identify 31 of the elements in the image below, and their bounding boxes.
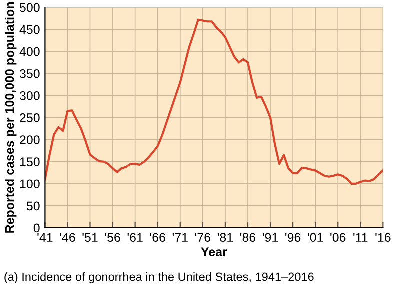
y-tick-label: 300 <box>20 92 40 100</box>
y-tick-label: 150 <box>20 158 40 166</box>
x-tick-label: '56 <box>105 233 120 242</box>
x-tick-label: '91 <box>263 233 278 242</box>
x-tick-label: '06 <box>330 233 346 242</box>
text: (a) Incidence of gonorrhea in the United States, 1941–2016 <box>4 272 314 284</box>
x-tick-label: '46 <box>60 233 76 242</box>
x-tick-label: '41 <box>38 233 53 242</box>
x-tick-label: '01 <box>308 233 324 242</box>
x-axis-title: Year <box>201 248 228 256</box>
y-tick-label: 350 <box>20 69 40 78</box>
y-tick-label: 0 <box>34 224 40 233</box>
x-tick-label: '51 <box>82 233 98 242</box>
x-tick-label: '96 <box>286 233 301 242</box>
y-tick-label: 500 <box>20 3 40 12</box>
x-tick-label: '76 <box>195 233 211 242</box>
y-tick-label: 250 <box>20 114 40 122</box>
y-tick-label: 450 <box>20 25 40 34</box>
x-tick-label: '11 <box>354 233 368 242</box>
y-tick-label: 200 <box>20 136 40 144</box>
x-tick-label: '86 <box>240 233 256 242</box>
y-tick-label: 100 <box>20 180 40 189</box>
x-tick-label: '81 <box>218 233 233 242</box>
line-series <box>45 18 384 185</box>
y-tick-label: 400 <box>20 47 40 56</box>
y-tick-label: 50 <box>26 202 40 211</box>
x-tick-label: '71 <box>172 233 188 242</box>
x-tick-label: '66 <box>150 233 166 242</box>
x-tick-label: '61 <box>128 233 143 242</box>
x-tick-label: '16 <box>376 233 391 242</box>
y-axis-title: Reported cases per 100,000 population <box>5 2 17 233</box>
